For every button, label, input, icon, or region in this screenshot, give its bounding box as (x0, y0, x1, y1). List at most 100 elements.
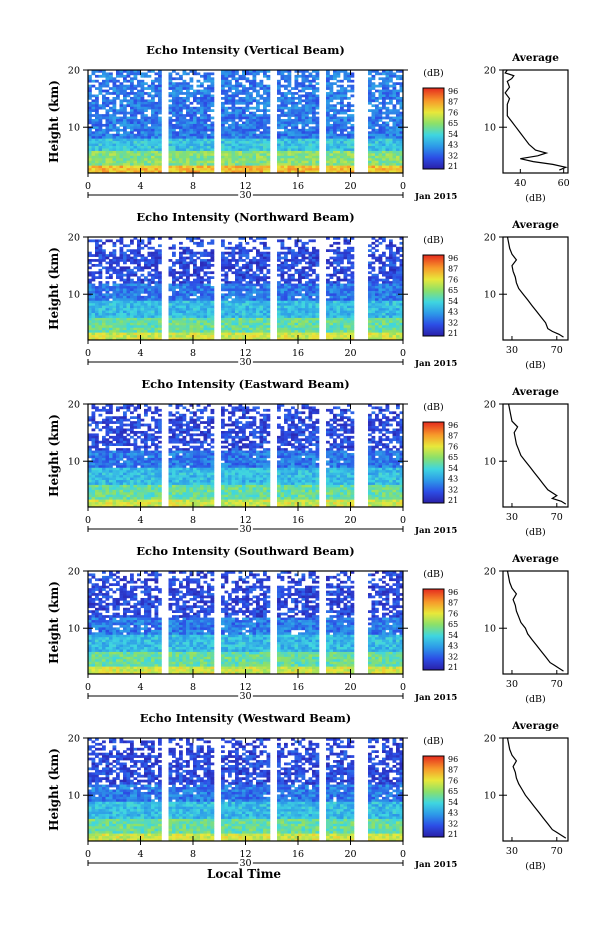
colorbar-tick-label: 32 (448, 151, 458, 160)
colorbar-tick-label: 43 (448, 642, 458, 651)
y-axis-label: Height (km) (47, 748, 61, 831)
average-unit: (dB) (525, 360, 545, 371)
average-y-tick-label: 10 (484, 791, 496, 802)
colorbar-tick-label: 76 (448, 776, 458, 785)
colorbar-tick-label: 76 (448, 442, 458, 451)
colorbar-tick-label: 65 (448, 286, 458, 295)
x-tick-label: 16 (292, 682, 304, 693)
x-tick-label: 0 (400, 682, 406, 693)
average-x-tick-label: 30 (506, 512, 518, 523)
colorbar-tick-label: 54 (448, 631, 458, 640)
y-tick-label: 20 (68, 567, 80, 578)
day-label: 30 (239, 691, 251, 702)
colorbar-tick-label: 65 (448, 453, 458, 462)
y-tick-label: 10 (68, 791, 80, 802)
colorbar-tick-label: 65 (448, 620, 458, 629)
colorbar-tick-label: 96 (448, 588, 458, 597)
day-label: 30 (239, 190, 251, 201)
x-tick-label: 16 (292, 348, 304, 359)
x-tick-label: 0 (400, 348, 406, 359)
colorbar-tick-label: 21 (448, 496, 458, 505)
colorbar-tick-label: 43 (448, 475, 458, 484)
average-title: Average (511, 219, 559, 231)
beam-panel-4: Echo Intensity (Westward Beam) 20 10 Height… (47, 711, 569, 872)
colorbar-tick-label: 32 (448, 318, 458, 327)
average-title: Average (511, 386, 559, 398)
colorbar-tick-label: 32 (448, 485, 458, 494)
colorbar-tick-label: 96 (448, 755, 458, 764)
average-profile-line (508, 403, 567, 505)
average-x-tick-label: 60 (558, 178, 570, 189)
colorbar-tick-label: 65 (448, 119, 458, 128)
colorbar-unit: (dB) (423, 68, 443, 79)
x-tick-label: 12 (239, 181, 251, 192)
colorbar-tick-label: 21 (448, 663, 458, 672)
average-x-tick-label: 40 (514, 178, 526, 189)
average-title: Average (511, 720, 559, 732)
colorbar-tick-label: 96 (448, 421, 458, 430)
heatmap-cells (88, 404, 404, 508)
x-tick-label: 12 (239, 515, 251, 526)
colorbar-tick-label: 21 (448, 830, 458, 839)
average-x-tick-label: 70 (551, 345, 563, 356)
colorbar-tick-label: 54 (448, 798, 458, 807)
x-axis-title: Local Time (207, 867, 281, 881)
colorbar (422, 755, 445, 838)
colorbar-tick-label: 54 (448, 464, 458, 473)
x-tick-label: 16 (292, 181, 304, 192)
x-tick-label: 8 (190, 849, 196, 860)
average-frame (502, 403, 569, 508)
day-label: 30 (239, 858, 251, 869)
x-tick-label: 16 (292, 849, 304, 860)
y-tick-label: 20 (68, 734, 80, 745)
colorbar (422, 421, 445, 504)
average-y-tick-label: 20 (484, 734, 496, 745)
average-profile-line (504, 69, 568, 171)
panel-title: Echo Intensity (Southward Beam) (136, 544, 354, 558)
average-y-tick-label: 20 (484, 66, 496, 77)
y-tick-label: 10 (68, 290, 80, 301)
average-x-tick-label: 70 (551, 512, 563, 523)
date-label: Jan 2015 (414, 359, 457, 369)
beam-panel-1: Echo Intensity (Northward Beam) 20 10 Heigh… (47, 210, 569, 371)
average-y-tick-label: 20 (484, 233, 496, 244)
x-tick-label: 20 (344, 181, 356, 192)
x-tick-label: 12 (239, 682, 251, 693)
average-frame (502, 236, 569, 341)
average-x-tick-label: 30 (506, 846, 518, 857)
colorbar-tick-label: 76 (448, 609, 458, 618)
x-tick-label: 8 (190, 682, 196, 693)
x-tick-label: 0 (400, 181, 406, 192)
panel-title: Echo Intensity (Northward Beam) (136, 210, 354, 224)
colorbar (422, 87, 445, 170)
x-tick-label: 8 (190, 181, 196, 192)
colorbar-tick-label: 32 (448, 819, 458, 828)
colorbar-tick-label: 96 (448, 87, 458, 96)
heatmap-cells (88, 738, 404, 842)
colorbar-tick-label: 76 (448, 108, 458, 117)
average-x-tick-label: 70 (551, 679, 563, 690)
average-y-tick-label: 20 (484, 400, 496, 411)
colorbar-tick-label: 87 (448, 766, 458, 775)
date-label: Jan 2015 (414, 526, 457, 536)
y-axis-label: Height (km) (47, 247, 61, 330)
y-tick-label: 20 (68, 233, 80, 244)
x-tick-label: 12 (239, 849, 251, 860)
average-x-tick-label: 30 (506, 345, 518, 356)
colorbar-tick-label: 32 (448, 652, 458, 661)
colorbar-tick-label: 43 (448, 141, 458, 150)
average-y-tick-label: 10 (484, 457, 496, 468)
average-x-tick-label: 70 (551, 846, 563, 857)
average-unit: (dB) (525, 527, 545, 538)
day-label: 30 (239, 524, 251, 535)
x-tick-label: 4 (137, 348, 143, 359)
heatmap-cells (88, 571, 404, 675)
date-label: Jan 2015 (414, 192, 457, 202)
beam-panel-3: Echo Intensity (Southward Beam) 20 10 Heigh… (47, 544, 569, 705)
average-profile-line (506, 737, 567, 839)
colorbar-tick-label: 87 (448, 432, 458, 441)
x-tick-label: 20 (344, 849, 356, 860)
colorbar-tick-label: 76 (448, 275, 458, 284)
colorbar-tick-label: 54 (448, 130, 458, 139)
heatmap-cells (88, 237, 404, 341)
